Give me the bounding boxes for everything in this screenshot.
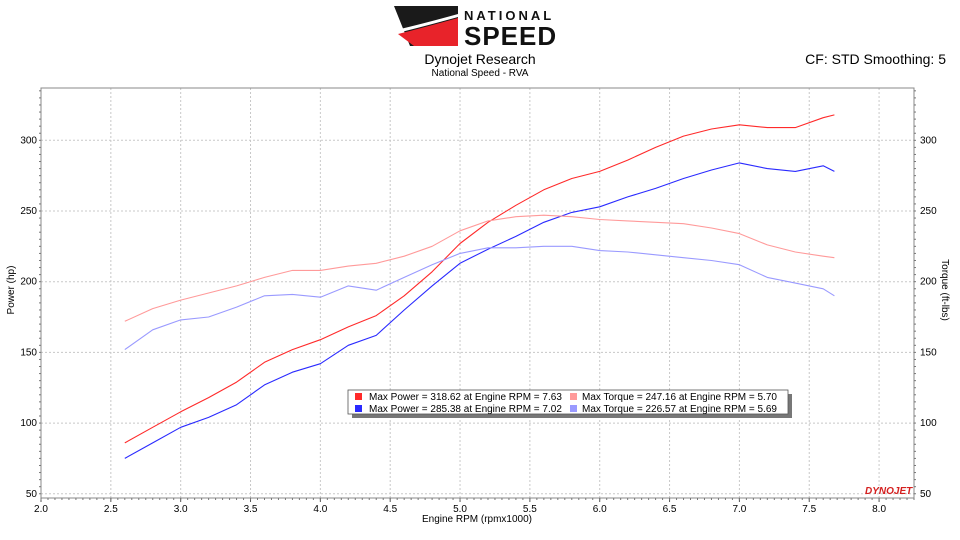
legend: Max Power = 318.62 at Engine RPM = 7.63 … xyxy=(347,389,792,418)
logo-red-swoosh xyxy=(398,18,458,46)
y-tick-label-right: 300 xyxy=(920,135,937,146)
cf-smoothing-info: CF: STD Smoothing: 5 xyxy=(805,51,946,67)
x-tick-label: 2.0 xyxy=(34,504,48,515)
x-tick-label: 8.0 xyxy=(872,504,886,515)
logo-text-national: NATIONAL xyxy=(464,8,554,23)
x-tick-label: 5.5 xyxy=(523,504,537,515)
legend-box xyxy=(347,389,789,415)
series-line-torque-blue xyxy=(124,245,835,351)
plot-area-border xyxy=(40,87,915,499)
y-tick-label-left: 100 xyxy=(20,418,37,429)
y-tick-label-left: 300 xyxy=(20,135,37,146)
x-tick-label: 2.5 xyxy=(104,504,118,515)
legend-swatch-blue-power xyxy=(355,405,362,412)
y-tick-label-left: 150 xyxy=(20,347,37,358)
y-tick-label-right: 200 xyxy=(920,277,937,288)
x-axis-label: Engine RPM (rpmx1000) xyxy=(422,514,532,525)
series xyxy=(124,114,835,459)
legend-entry-blue-torque: Max Torque = 226.57 at Engine RPM = 5.69 xyxy=(582,404,777,415)
chart-title: Dynojet Research xyxy=(424,51,536,67)
x-tick-label: 3.5 xyxy=(244,504,258,515)
legend-swatch-red-power xyxy=(355,393,362,400)
chart-subtitle: National Speed - RVA xyxy=(431,68,529,79)
y2-axis-label: Torque (ft-lbs) xyxy=(939,259,950,321)
y-tick-label-left: 50 xyxy=(26,489,38,500)
logo-text-speed: SPEED xyxy=(464,21,557,48)
y-tick-label-right: 150 xyxy=(920,347,937,358)
series-line-power-red xyxy=(124,114,835,444)
grid xyxy=(41,88,914,498)
x-tick-label: 4.0 xyxy=(313,504,327,515)
dynojet-watermark: DYNOJET xyxy=(865,486,913,497)
legend-swatch-blue-torque xyxy=(570,405,577,412)
legend-swatch-red-torque xyxy=(570,393,577,400)
national-speed-logo: NATIONAL SPEED xyxy=(394,6,557,48)
y-tick-label-right: 250 xyxy=(920,206,937,217)
y-axis-label: Power (hp) xyxy=(6,266,17,315)
x-tick-label: 6.0 xyxy=(593,504,607,515)
x-tick-label: 6.5 xyxy=(663,504,677,515)
legend-entry-red-power: Max Power = 318.62 at Engine RPM = 7.63 xyxy=(369,392,562,403)
y-tick-label-right: 100 xyxy=(920,418,937,429)
y-tick-label-left: 200 xyxy=(20,277,37,288)
x-tick-label: 7.0 xyxy=(732,504,746,515)
series-line-power-blue xyxy=(124,162,835,459)
series-line-torque-red xyxy=(124,214,835,322)
watermark-text: DYNOJET xyxy=(865,486,913,497)
y-tick-label-right: 50 xyxy=(920,489,932,500)
ticks: 2.0 2.5 3.0 3.5 4.0 4.5 5.0 5.5 6.0 6.5 7.0 7.5 8.0 5… xyxy=(20,90,937,515)
x-tick-label: 3.0 xyxy=(174,504,188,515)
x-tick-label: 7.5 xyxy=(802,504,816,515)
y-tick-label-left: 250 xyxy=(20,206,37,217)
legend-entry-blue-power: Max Power = 285.38 at Engine RPM = 7.02 xyxy=(369,404,562,415)
x-tick-label: 5.0 xyxy=(453,504,467,515)
legend-entry-red-torque: Max Torque = 247.16 at Engine RPM = 5.70 xyxy=(582,392,777,403)
x-tick-label: 4.5 xyxy=(383,504,397,515)
